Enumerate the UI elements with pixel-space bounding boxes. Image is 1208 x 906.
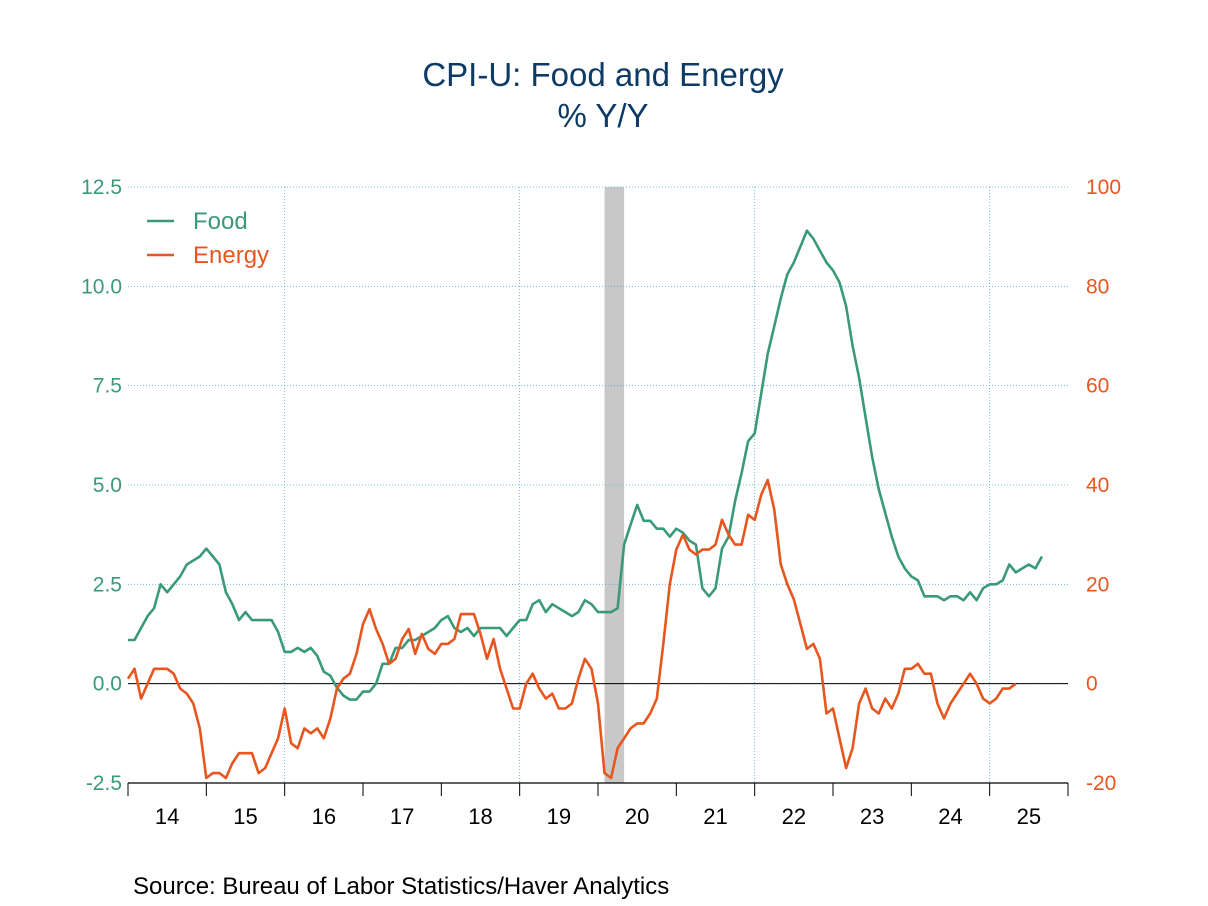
right-axis-tick-label: 40 xyxy=(1086,474,1109,497)
left-axis-tick-label: -2.5 xyxy=(86,772,122,795)
series-line-food xyxy=(128,229,1044,701)
left-axis-tick-label: 5.0 xyxy=(93,474,122,497)
right-axis-tick-label: 60 xyxy=(1086,375,1109,398)
x-axis-tick-label: 21 xyxy=(703,804,727,829)
chart-subtitle: % Y/Y xyxy=(557,97,648,134)
right-axis-tick-label: 80 xyxy=(1086,275,1109,298)
x-axis-tick-label: 15 xyxy=(233,804,257,829)
right-axis-tick-label: 20 xyxy=(1086,573,1109,596)
x-axis-tick-label: 18 xyxy=(468,804,492,829)
legend-food-label: Food xyxy=(193,208,248,235)
left-axis-tick-label: 7.5 xyxy=(93,375,122,398)
legend: Food Energy xyxy=(147,208,269,269)
right-axis-tick-label: 0 xyxy=(1086,673,1098,696)
right-axis-tick-label: 100 xyxy=(1086,176,1121,199)
x-axis-tick-label: 24 xyxy=(938,804,962,829)
x-axis-tick-label: 14 xyxy=(155,804,179,829)
x-axis-tick-label: 23 xyxy=(860,804,884,829)
x-axis-tick-label: 16 xyxy=(312,804,336,829)
source-note: Source: Bureau of Labor Statistics/Haver… xyxy=(133,873,669,900)
left-axis-tick-label: 10.0 xyxy=(81,275,122,298)
left-axis-tick-label: 2.5 xyxy=(93,573,122,596)
x-axis-tick-label: 19 xyxy=(547,804,571,829)
legend-energy-label: Energy xyxy=(193,242,269,269)
x-axis-tick-label: 20 xyxy=(625,804,649,829)
plot-area: 12.5 10.0 7.5 5.0 2.5 0.0 -2.5 100 80 60 40 20 0 -20 1… xyxy=(81,176,1121,829)
chart-title: CPI-U: Food and Energy xyxy=(422,56,784,93)
left-axis-tick-label: 12.5 xyxy=(81,176,122,199)
x-axis-tick-label: 22 xyxy=(782,804,806,829)
x-axis-tick-label: 17 xyxy=(390,804,414,829)
x-axis-tick-label: 25 xyxy=(1017,804,1041,829)
right-axis-tick-label: -20 xyxy=(1086,772,1116,795)
series-line-energy xyxy=(126,478,1017,780)
left-axis-tick-label: 0.0 xyxy=(93,673,122,696)
